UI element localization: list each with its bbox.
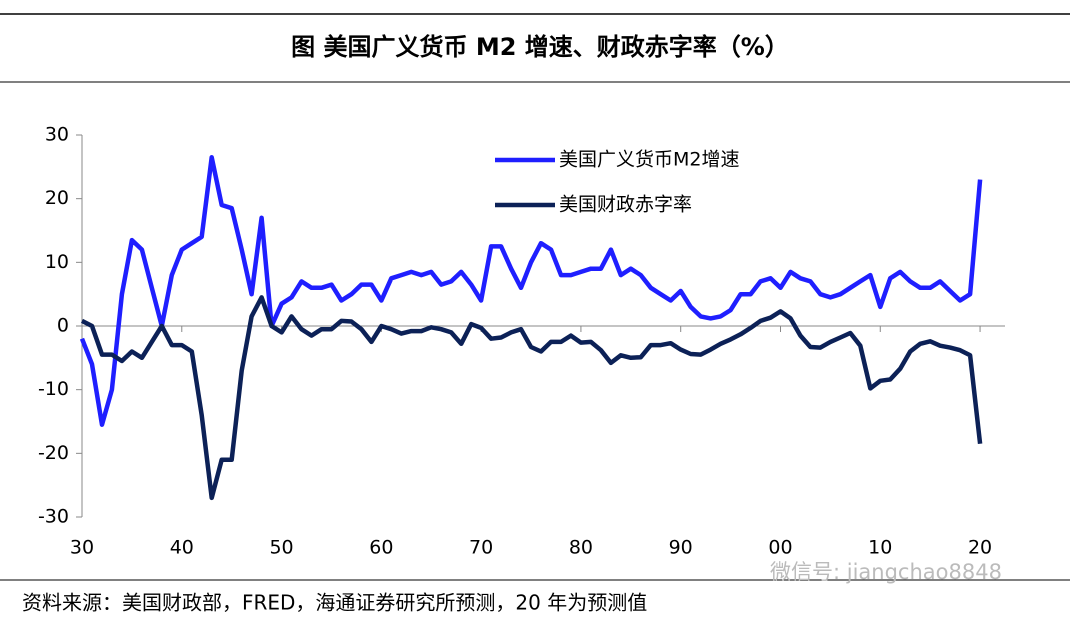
- source-note: 资料来源：美国财政部，FRED，海通证券研究所预测，20 年为预测值: [22, 591, 647, 615]
- y-tick-label: -20: [38, 442, 69, 464]
- y-tick-label: 0: [57, 315, 69, 337]
- y-tick-label: 30: [45, 124, 69, 146]
- x-tick-label: 90: [669, 537, 693, 559]
- watermark: 微信号: jiangchao8848: [770, 560, 1002, 584]
- y-tick-label: 20: [45, 187, 69, 209]
- x-tick-label: 40: [170, 537, 194, 559]
- x-tick-label: 50: [269, 537, 293, 559]
- x-tick-label: 30: [70, 537, 94, 559]
- line-series: [80, 295, 983, 501]
- x-tick-label: 80: [569, 537, 593, 559]
- y-tick-label: 10: [45, 251, 69, 273]
- legend-label: 美国财政赤字率: [559, 194, 692, 216]
- legend-label: 美国广义货币M2增速: [559, 149, 739, 171]
- chart-title: 图 美国广义货币 M2 增速、财政赤字率（%）: [291, 33, 789, 61]
- x-tick-label: 60: [369, 537, 393, 559]
- y-tick-label: -30: [38, 506, 69, 528]
- x-tick-label: 20: [968, 537, 992, 559]
- x-tick-label: 00: [768, 537, 792, 559]
- x-tick-label: 70: [469, 537, 493, 559]
- x-tick-label: 10: [868, 537, 892, 559]
- line-series: [79, 155, 983, 427]
- y-tick-label: -10: [38, 378, 69, 400]
